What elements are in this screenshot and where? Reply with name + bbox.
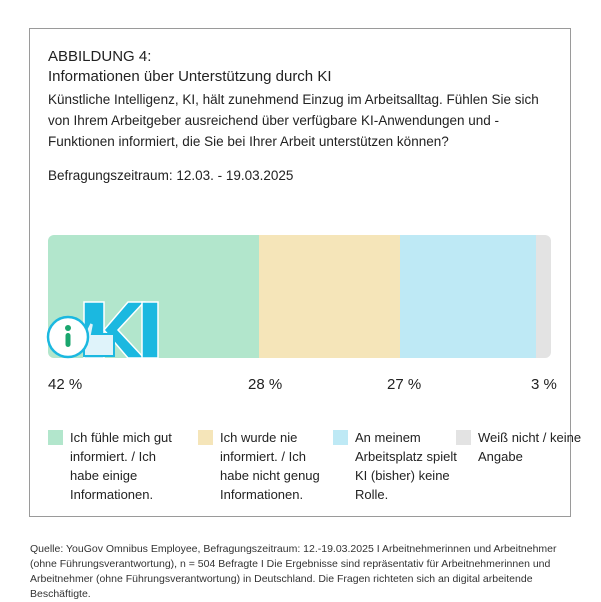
ki-info-thumbs-up-icon bbox=[46, 301, 159, 359]
bar-segment bbox=[535, 235, 551, 358]
legend-label: Weiß nicht / keine Angabe bbox=[478, 430, 582, 464]
bar-segment bbox=[400, 235, 536, 358]
chart-title: Informationen über Unterstützung durch K… bbox=[48, 68, 332, 85]
legend-swatch bbox=[198, 430, 213, 445]
data-label: 42 % bbox=[48, 376, 83, 393]
legend-swatch bbox=[333, 430, 348, 445]
legend-label: Ich wurde nie informiert. / Ich habe nic… bbox=[220, 430, 320, 502]
survey-period: Befragungszeitraum: 12.03. - 19.03.2025 bbox=[48, 168, 294, 183]
survey-question: Künstliche Intelligenz, KI, hält zunehme… bbox=[48, 92, 539, 149]
legend-label: Ich fühle mich gut informiert. / Ich hab… bbox=[70, 430, 172, 502]
legend-swatch bbox=[48, 430, 63, 445]
data-label: 28 % bbox=[248, 376, 283, 393]
chart-card bbox=[29, 28, 571, 517]
bar-segment bbox=[259, 235, 401, 358]
legend-label: An meinem Arbeitsplatz spielt KI (bisher… bbox=[355, 430, 457, 502]
data-label: 3 % bbox=[531, 376, 557, 393]
data-label: 27 % bbox=[387, 376, 422, 393]
legend-swatch bbox=[456, 430, 471, 445]
figure-label: ABBILDUNG 4: bbox=[48, 48, 152, 65]
source-note: Quelle: YouGov Omnibus Employee, Befragu… bbox=[30, 543, 557, 600]
